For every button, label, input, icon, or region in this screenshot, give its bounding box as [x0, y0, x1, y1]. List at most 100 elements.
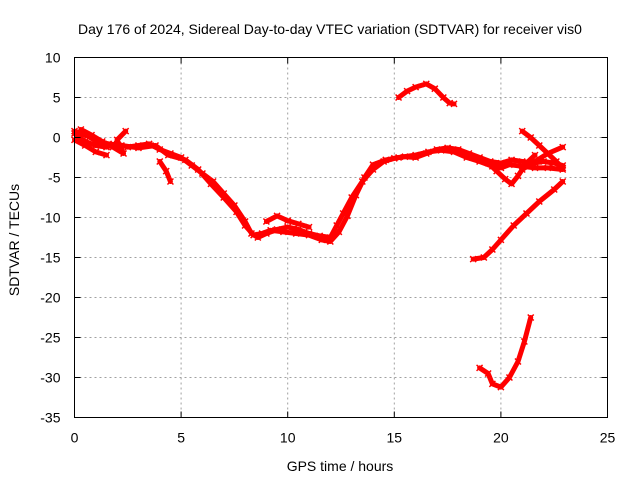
data-point — [505, 161, 513, 169]
data-point — [395, 93, 403, 102]
data-point — [469, 255, 477, 263]
data-point — [535, 197, 543, 206]
data-point — [559, 164, 567, 172]
y-tick-label: 0 — [53, 130, 61, 146]
series-track-k — [470, 179, 566, 262]
data-point — [488, 245, 496, 254]
y-tick-label: -15 — [40, 250, 60, 266]
data-point — [514, 357, 522, 366]
y-tick-label: -5 — [48, 170, 61, 186]
data-point — [505, 373, 513, 382]
data-point — [484, 369, 492, 378]
y-tick-label: -20 — [40, 290, 60, 306]
data-point — [352, 191, 360, 199]
x-tick-label: 25 — [600, 430, 616, 446]
data-point — [439, 93, 447, 102]
data-point — [326, 237, 334, 246]
data-point — [294, 220, 302, 228]
data-point — [164, 151, 172, 159]
data-point — [476, 157, 484, 166]
data-point — [508, 156, 516, 164]
data-point — [544, 149, 552, 158]
data-point — [476, 364, 484, 372]
data-point — [527, 313, 535, 322]
data-point — [250, 231, 258, 239]
data-point — [92, 148, 100, 156]
data-point — [559, 143, 567, 151]
plot-frame — [74, 57, 608, 418]
data-point — [493, 167, 501, 175]
data-point — [220, 193, 228, 202]
x-axis-label: GPS time / hours — [287, 458, 394, 474]
data-point — [531, 157, 539, 166]
grid-layer — [74, 57, 608, 418]
data-point — [463, 153, 471, 162]
data-point — [233, 208, 241, 216]
data-point — [514, 172, 522, 180]
data-point — [81, 141, 89, 150]
x-tick-label: 0 — [71, 430, 79, 446]
data-point — [497, 236, 505, 244]
data-point — [412, 83, 420, 91]
data-point — [535, 141, 543, 150]
data-point — [480, 253, 488, 262]
y-tick-label: 10 — [45, 50, 61, 66]
series-track-b — [72, 128, 566, 244]
x-axis: 0 5 10 15 20 25 — [71, 57, 616, 446]
y-tick-label: 5 — [53, 90, 61, 106]
x-tick-label: 10 — [280, 430, 296, 446]
data-point — [531, 164, 539, 172]
data-point — [395, 153, 403, 162]
data-point — [77, 125, 85, 134]
data-point — [518, 127, 526, 135]
data-point — [508, 180, 516, 188]
data-point — [156, 157, 164, 166]
data-point — [335, 228, 343, 236]
data-point — [497, 383, 505, 391]
data-point — [527, 133, 535, 142]
data-point — [113, 136, 121, 144]
data-point — [431, 85, 439, 93]
data-point — [544, 164, 552, 172]
x-tick-label: 15 — [387, 430, 403, 446]
data-point — [120, 149, 128, 158]
data-point — [510, 221, 518, 230]
data-point — [122, 127, 130, 135]
data-point — [412, 151, 420, 159]
data-point — [166, 177, 174, 186]
data-point — [488, 380, 496, 388]
data-point — [292, 229, 300, 238]
y-tick-label: -10 — [40, 210, 60, 226]
data-point — [318, 236, 326, 244]
data-point — [258, 229, 266, 238]
data-point — [360, 173, 368, 182]
data-point — [484, 159, 492, 167]
data-point — [109, 143, 117, 151]
x-tick-label: 5 — [177, 430, 185, 446]
data-point — [102, 151, 111, 159]
data-point — [273, 212, 281, 220]
y-tick-label: -30 — [40, 370, 60, 386]
data-point — [450, 148, 458, 156]
data-point — [531, 151, 539, 159]
y-axis-label: SDTVAR / TECUs — [6, 184, 22, 296]
data-point — [403, 87, 411, 95]
data-point — [134, 144, 142, 152]
data-point — [98, 137, 106, 146]
y-tick-label: -35 — [40, 410, 60, 426]
data-point — [284, 217, 292, 225]
data-point — [369, 161, 377, 169]
data-point — [559, 177, 567, 186]
data-point — [522, 209, 531, 218]
data-point — [151, 141, 160, 150]
data-point — [424, 148, 432, 156]
data-point — [88, 131, 96, 139]
data-point — [262, 217, 270, 226]
data-point — [552, 157, 560, 166]
y-axis: 10 5 0 -5 -10 -15 -20 -25 -30 -35 — [40, 50, 608, 426]
data-point — [207, 180, 215, 188]
series-track-c — [72, 137, 109, 158]
x-tick-label: 20 — [493, 430, 509, 446]
data-point — [450, 100, 458, 108]
series-track-j — [519, 144, 566, 172]
